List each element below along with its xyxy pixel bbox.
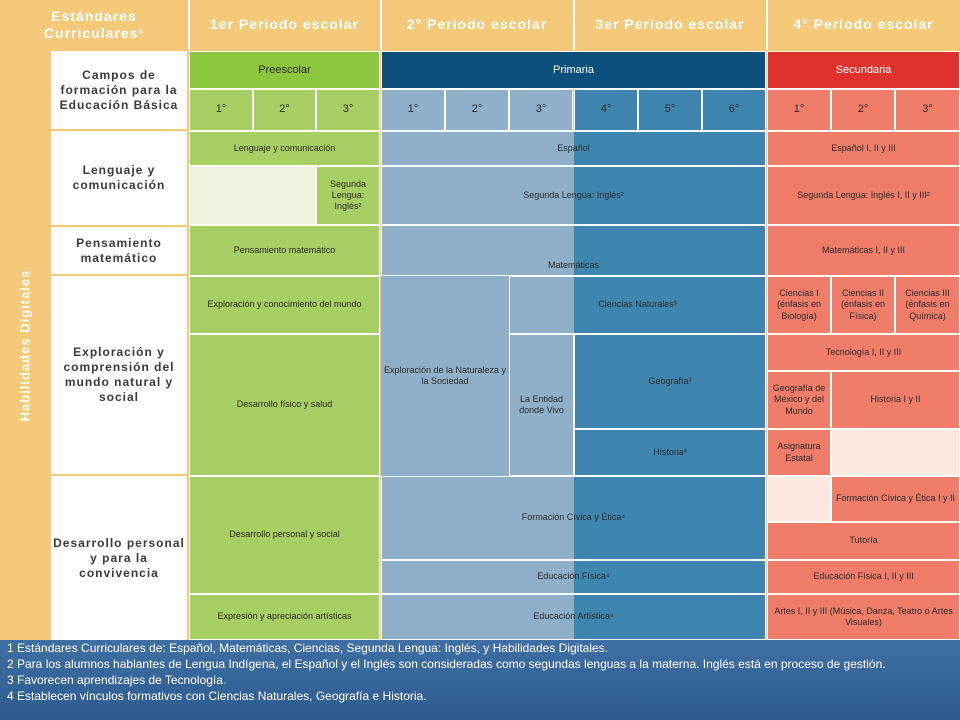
cell-espanol-sec: Español I, II y III	[767, 131, 960, 166]
footnote-4: 4 Establecen vínculos formativos con Cie…	[7, 689, 427, 703]
cell-exploracion-naturaleza: Exploración de la Naturaleza y la Socied…	[383, 364, 507, 386]
cell-tutoria: Tutoría	[767, 522, 960, 560]
period-3-header: 3er Periodo escolar	[574, 0, 766, 50]
grade-pre-3: 3°	[316, 89, 380, 131]
fields-title: Campos de formación para la Educación Bá…	[51, 51, 187, 129]
cell-educacion-fisica: Educación Física⁴	[381, 560, 766, 594]
cell-empty	[189, 166, 316, 225]
grade-sec-3: 3°	[895, 89, 960, 131]
side-label-text: Habilidades Digitales	[17, 269, 33, 421]
category-exploracion: Exploración y comprensión del mundo natu…	[51, 276, 187, 474]
grade-sec-2: 2°	[831, 89, 895, 131]
cell-formacion-civica-sec: Formación Cívica y Ética I y II	[831, 476, 960, 522]
cell-tecnologia: Tecnología I, II y III	[767, 334, 960, 371]
standards-header: Estándares Curriculares¹	[0, 0, 188, 50]
level-secundaria: Secundaria	[767, 51, 960, 89]
header-divider	[188, 0, 190, 50]
cell-artes-sec: Artes I, II y III (Música, Danza, Teatro…	[767, 594, 960, 640]
footnote-2: 2 Para los alumnos hablantes de Lengua I…	[7, 657, 886, 671]
category-lenguaje: Lenguaje y comunicación	[51, 131, 187, 225]
cell-empty	[831, 429, 960, 476]
level-primaria: Primaria	[381, 51, 766, 89]
cell-espanol: Español	[381, 131, 766, 166]
cell-educacion-fisica-sec: Educación Física I, II y III	[767, 560, 960, 594]
grade-pri-5: 5°	[638, 89, 702, 131]
cell-empty	[767, 476, 831, 522]
cell-exploracion-conocimiento: Exploración y conocimiento del mundo	[189, 276, 380, 334]
period-2-header: 2° Periodo escolar	[381, 0, 573, 50]
cell-ciencias-naturales: Ciencias Naturales³	[509, 276, 766, 334]
cell-matematicas: Matemáticas	[381, 225, 766, 276]
cell-segunda-lengua-pri: Segunda Lengua: Inglés²	[381, 166, 766, 225]
header-divider	[380, 0, 382, 50]
period-1-header: 1er Periodo escolar	[189, 0, 380, 50]
cell-segunda-lengua-pre: Segunda Lengua: Inglés²	[316, 166, 380, 225]
cell-ciencias-3: Ciencias III (énfasis en Química)	[895, 276, 960, 334]
cell-historia-sec: Historia I y II	[831, 371, 960, 429]
footnotes: 1 Estándares Curriculares de: Español, M…	[0, 640, 960, 720]
category-pensamiento: Pensamiento matemático	[51, 227, 187, 274]
cell-ciencias-1: Ciencias I (énfasis en Biología)	[767, 276, 831, 334]
grade-pri-1: 1°	[381, 89, 445, 131]
grade-pre-2: 2°	[253, 89, 316, 131]
category-desarrollo: Desarrollo personal y para la convivenci…	[51, 476, 187, 640]
cell-ciencias-2: Ciencias II (énfasis en Física)	[831, 276, 895, 334]
cell-historia: Historia³	[574, 429, 766, 476]
footnote-1: 1 Estándares Curriculares de: Español, M…	[7, 641, 608, 655]
cell-pensamiento-matematico: Pensamiento matemático	[189, 225, 380, 276]
header-divider	[766, 0, 768, 50]
footnote-3: 3 Favorecen aprendizajes de Tecnología.	[7, 673, 227, 687]
cell-lenguaje-comunicacion: Lenguaje y comunicación	[189, 131, 380, 166]
cell-desarrollo-personal: Desarrollo personal y social	[189, 476, 380, 594]
cell-segunda-lengua-sec: Segunda Lengua: Inglés I, II y III²	[767, 166, 960, 225]
cell-matematicas-sec: Matemáticas I, II y III	[767, 225, 960, 276]
grade-pri-4: 4°	[574, 89, 638, 131]
cell-geografia-mexico: Geografía de México y del Mundo	[767, 371, 831, 429]
cell-educacion-artistica: Educación Artística⁴	[381, 594, 766, 640]
cell-desarrollo-fisico: Desarrollo físico y salud	[189, 334, 380, 476]
grade-pri-2: 2°	[445, 89, 509, 131]
level-preescolar: Preescolar	[189, 51, 380, 89]
grade-pre-1: 1°	[189, 89, 253, 131]
header-divider	[573, 0, 575, 50]
primaria-upper-bg	[574, 131, 766, 640]
grade-pri-6: 6°	[702, 89, 766, 131]
period-4-header: 4° Periodo escolar	[767, 0, 960, 50]
cell-formacion-civica: Formación Cívica y Ética⁴	[381, 476, 766, 560]
grade-pri-3: 3°	[509, 89, 573, 131]
cell-geografia: Geografía³	[574, 334, 766, 429]
grade-sec-1: 1°	[767, 89, 831, 131]
cell-expresion-artistica: Expresión y apreciación artísticas	[189, 594, 380, 640]
cell-entidad-donde-vivo: La Entidad donde Vivo	[509, 334, 574, 476]
cell-asignatura-estatal: Asignatura Estatal	[767, 429, 831, 476]
side-label: Habilidades Digitales	[0, 50, 50, 640]
